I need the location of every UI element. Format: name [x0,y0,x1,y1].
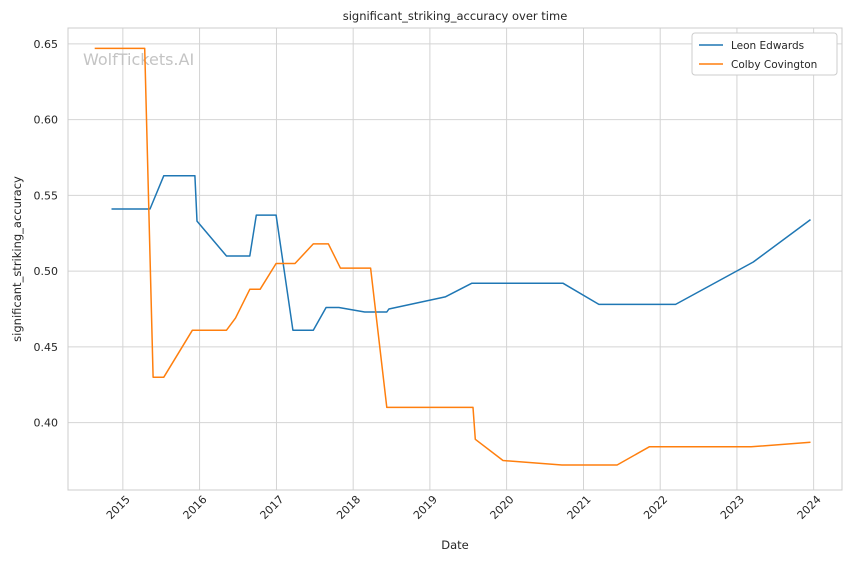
x-tick-label: 2019 [411,493,440,522]
x-tick-label: 2020 [488,493,517,522]
y-axis-label: significant_striking_accuracy [10,176,24,342]
plot-frame [67,27,843,491]
y-tick-label: 0.45 [34,341,59,354]
legend-label-leon-edwards: Leon Edwards [731,40,804,52]
y-tick-label: 0.65 [34,38,59,51]
series-lines [94,47,811,466]
series-line-colby-covington [94,47,811,466]
x-axis-ticks: 2015 2016 2017 2018 2019 2020 2021 2022 2023 2024 [104,493,824,522]
x-axis-label: Date [441,538,469,552]
series-line-leon-edwards [111,174,811,331]
x-tick-label: 2024 [795,493,824,522]
y-axis-ticks: 0.40 0.45 0.50 0.55 0.60 0.65 [34,38,59,430]
y-tick-label: 0.50 [34,265,59,278]
y-tick-label: 0.40 [34,417,59,430]
x-tick-label: 2017 [258,493,287,522]
y-tick-label: 0.55 [34,189,59,202]
legend-label-colby-covington: Colby Covington [731,59,817,71]
y-tick-label: 0.60 [34,114,59,127]
chart-title: significant_striking_accuracy over time [343,9,568,23]
x-tick-label: 2022 [641,493,670,522]
x-tick-label: 2021 [565,493,594,522]
grid-lines [68,28,842,490]
x-tick-label: 2016 [181,493,210,522]
legend-box [691,32,838,76]
x-tick-label: 2018 [334,493,363,522]
watermark: WolfTickets.AI [83,50,194,69]
legend: Leon Edwards Colby Covington [691,32,838,76]
x-tick-label: 2015 [104,493,133,522]
x-tick-label: 2023 [718,493,747,522]
